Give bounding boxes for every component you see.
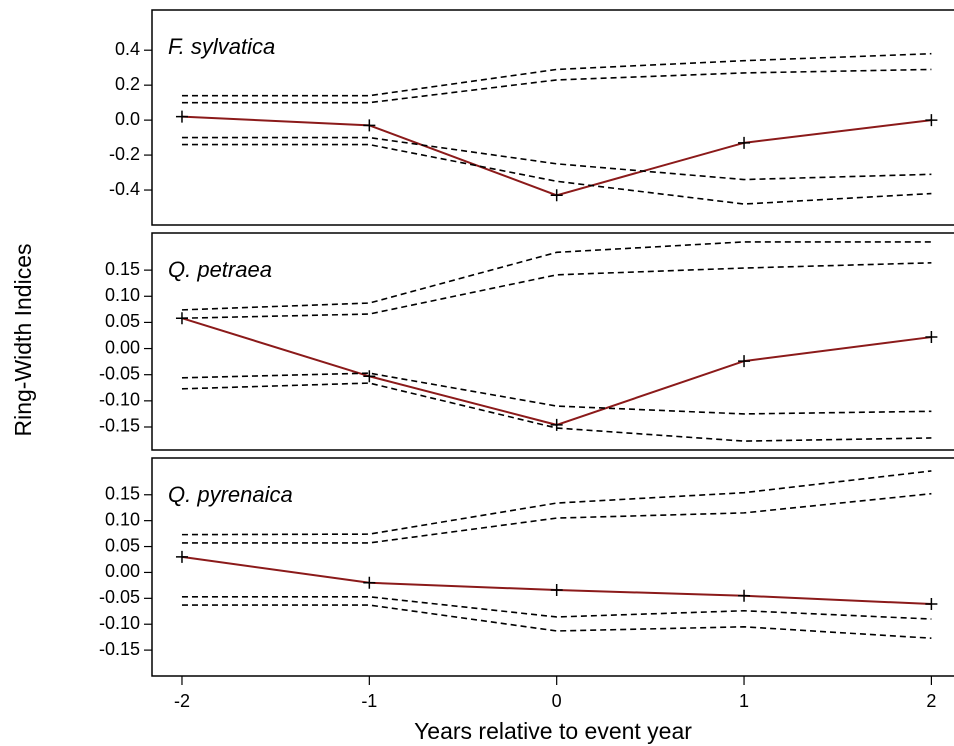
point-marker [925,331,938,344]
y-tick-label: 0.4 [115,39,140,59]
y-tick-label: 0.15 [105,484,140,504]
point-marker [175,110,188,123]
y-tick-label: 0.2 [115,74,140,94]
series-line [181,241,932,311]
series-line [181,262,932,320]
x-tick-label: -1 [361,691,377,711]
y-tick-label: -0.2 [109,144,140,164]
series-line [181,492,932,544]
series-line [181,470,932,536]
y-tick-label: -0.10 [99,613,140,633]
point-marker [738,355,751,368]
series-line [181,68,932,104]
x-tick-label: 0 [552,691,562,711]
series-line [181,52,932,97]
point-marker [363,370,376,383]
panel-title: F. sylvatica [168,34,275,59]
series-line [181,382,932,442]
point-marker [738,136,751,149]
y-tick-label: -0.15 [99,639,140,659]
y-tick-label: 0.00 [105,337,140,357]
point-marker [363,119,376,132]
point-marker [363,576,376,589]
panel-frame [151,9,954,226]
series-line [181,143,932,205]
y-tick-label: -0.05 [99,363,140,383]
panel-frame [151,457,954,677]
series-line [181,595,932,620]
point-marker [925,598,938,611]
series-line [181,604,932,639]
y-tick-label: -0.05 [99,587,140,607]
panel-title: Q. petraea [168,257,272,282]
x-tick-label: -2 [174,691,190,711]
y-tick-label: -0.15 [99,416,140,436]
x-axis-label: Years relative to event year [414,718,692,744]
series-line [181,317,932,426]
y-tick-label: 0.10 [105,285,140,305]
series-line [181,115,932,197]
point-marker [738,589,751,602]
series-line [181,372,932,415]
y-tick-label: 0.05 [105,311,140,331]
y-tick-label: 0.00 [105,561,140,581]
y-tick-label: -0.10 [99,390,140,410]
y-tick-label: 0.10 [105,509,140,529]
point-marker [175,550,188,563]
point-marker [550,584,563,597]
panel-title: Q. pyrenaica [168,482,293,507]
y-tick-label: 0.0 [115,109,140,129]
series-line [181,136,932,181]
y-tick-label: 0.15 [105,259,140,279]
point-marker [550,189,563,202]
panel-frame [151,232,954,451]
x-tick-label: 1 [739,691,749,711]
point-marker [550,418,563,431]
y-tick-label: -0.4 [109,179,140,199]
y-tick-label: 0.05 [105,535,140,555]
x-tick-label: 2 [926,691,936,711]
y-axis-label: Ring-Width Indices [10,243,36,436]
point-marker [925,114,938,127]
